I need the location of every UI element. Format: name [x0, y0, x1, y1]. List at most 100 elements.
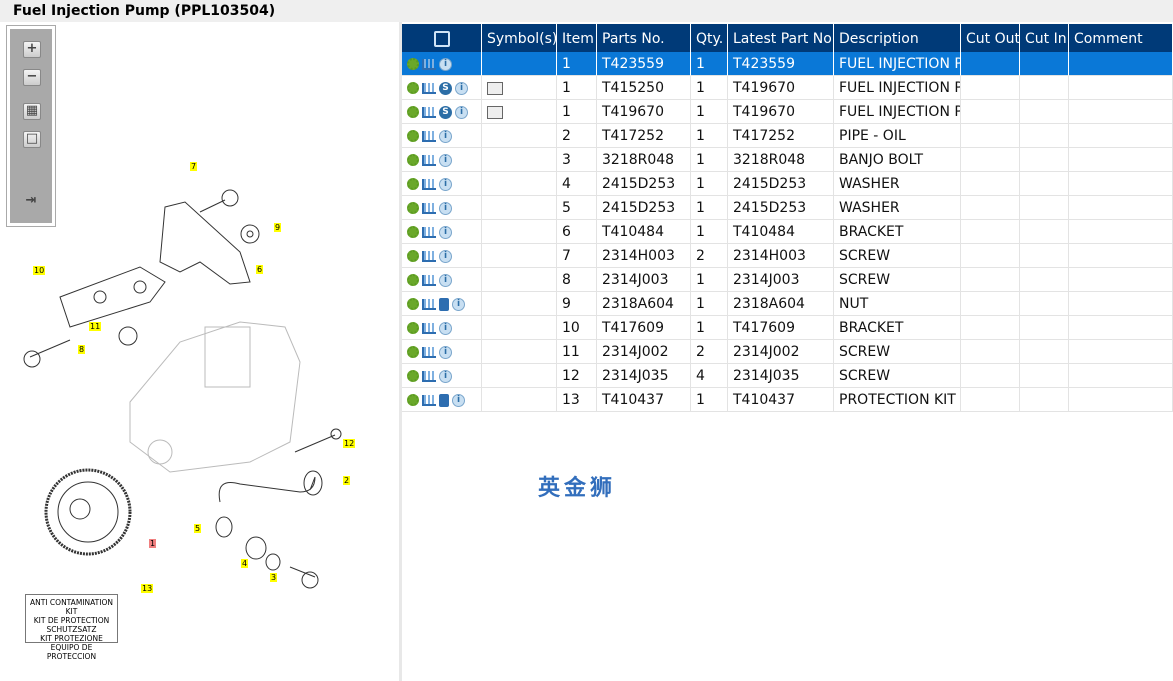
column-header[interactable]: Symbol(s)	[482, 24, 557, 52]
callout-6[interactable]: 6	[256, 265, 264, 274]
info-icon[interactable]: i	[439, 345, 452, 359]
illustration-symbol-icon[interactable]	[487, 81, 503, 95]
supersession-icon[interactable]: S	[439, 105, 452, 119]
column-header[interactable]: Comment	[1069, 24, 1173, 52]
gear-icon[interactable]	[407, 226, 419, 238]
callout-9[interactable]: 9	[274, 223, 282, 232]
info-icon[interactable]: i	[439, 273, 452, 287]
gear-icon[interactable]	[407, 322, 419, 334]
column-header[interactable]: Latest Part No.	[728, 24, 834, 52]
cart-icon[interactable]	[422, 154, 436, 166]
column-header[interactable]: Parts No.	[597, 24, 691, 52]
gear-icon[interactable]	[407, 58, 419, 70]
column-header[interactable]: Item	[557, 24, 597, 52]
table-row[interactable]: i 11 2314J002 2 2314J002 SCREW	[402, 340, 1173, 364]
info-icon[interactable]: i	[452, 393, 465, 407]
illustration-symbol-icon[interactable]	[487, 105, 503, 119]
zoom-in-button[interactable]: +	[23, 41, 41, 58]
diagram-panel[interactable]: 7 9 10 6 11 8 12 2 1 5 4 3 13 ANTI CONTAMINATION KIT…	[0, 22, 400, 681]
book-icon[interactable]	[439, 297, 449, 311]
callout-8[interactable]: 8	[78, 345, 86, 354]
callout-7[interactable]: 7	[190, 162, 198, 171]
gear-icon[interactable]	[407, 130, 419, 142]
info-icon[interactable]: i	[439, 153, 452, 167]
latest-cell: 2415D253	[728, 172, 834, 196]
cart-icon[interactable]	[422, 370, 436, 382]
fit-window-icon[interactable]: □	[23, 131, 41, 148]
table-row[interactable]: i 10 T417609 1 T417609 BRACKET	[402, 316, 1173, 340]
table-row[interactable]: i 7 2314H003 2 2314H003 SCREW	[402, 244, 1173, 268]
callout-5[interactable]: 5	[194, 524, 202, 533]
cart-icon[interactable]	[422, 346, 436, 358]
info-icon[interactable]: i	[439, 57, 452, 71]
cart-icon[interactable]	[422, 130, 436, 142]
export-icon[interactable]: ⇥	[25, 193, 37, 208]
cart-icon[interactable]	[422, 58, 436, 70]
table-row[interactable]: i 4 2415D253 1 2415D253 WASHER	[402, 172, 1173, 196]
gear-icon[interactable]	[407, 298, 419, 310]
table-row[interactable]: i 6 T410484 1 T410484 BRACKET	[402, 220, 1173, 244]
info-icon[interactable]: i	[439, 321, 452, 335]
table-row[interactable]: i 9 2318A604 1 2318A604 NUT	[402, 292, 1173, 316]
panel-splitter[interactable]	[399, 22, 402, 681]
cart-icon[interactable]	[422, 394, 436, 406]
column-header[interactable]: Description	[834, 24, 961, 52]
gear-icon[interactable]	[407, 154, 419, 166]
column-header[interactable]: Qty.	[691, 24, 728, 52]
table-row[interactable]: i 8 2314J003 1 2314J003 SCREW	[402, 268, 1173, 292]
table-row[interactable]: i 3 3218R048 1 3218R048 BANJO BOLT	[402, 148, 1173, 172]
cart-icon[interactable]	[422, 106, 436, 118]
cart-icon[interactable]	[422, 322, 436, 334]
desc-cell: BANJO BOLT	[834, 148, 961, 172]
gear-icon[interactable]	[407, 178, 419, 190]
column-header[interactable]: Cut Out	[961, 24, 1020, 52]
callout-1[interactable]: 1	[149, 539, 157, 548]
info-icon[interactable]: i	[439, 177, 452, 191]
cart-icon[interactable]	[422, 298, 436, 310]
callout-13[interactable]: 13	[141, 584, 154, 593]
gear-icon[interactable]	[407, 106, 419, 118]
cart-icon[interactable]	[422, 178, 436, 190]
cart-icon[interactable]	[422, 202, 436, 214]
callout-11[interactable]: 11	[89, 322, 102, 331]
table-row[interactable]: i 2 T417252 1 T417252 PIPE - OIL	[402, 124, 1173, 148]
callout-2[interactable]: 2	[343, 476, 351, 485]
column-header[interactable]: Cut In	[1020, 24, 1069, 52]
info-icon[interactable]: i	[455, 105, 468, 119]
table-row[interactable]: i 5 2415D253 1 2415D253 WASHER	[402, 196, 1173, 220]
info-icon[interactable]: i	[439, 201, 452, 215]
item-cell: 1	[557, 52, 597, 76]
gear-icon[interactable]	[407, 250, 419, 262]
info-icon[interactable]: i	[439, 249, 452, 263]
gear-icon[interactable]	[407, 370, 419, 382]
gear-icon[interactable]	[407, 346, 419, 358]
symbol-cell	[482, 124, 557, 148]
fit-all-icon[interactable]: ▦	[23, 103, 41, 120]
gear-icon[interactable]	[407, 394, 419, 406]
book-icon[interactable]	[439, 393, 449, 407]
callout-4[interactable]: 4	[241, 559, 249, 568]
cart-icon[interactable]	[422, 226, 436, 238]
cart-icon[interactable]	[422, 250, 436, 262]
zoom-out-button[interactable]: −	[23, 69, 41, 86]
supersession-icon[interactable]: S	[439, 81, 452, 95]
info-icon[interactable]: i	[439, 225, 452, 239]
cart-icon[interactable]	[422, 274, 436, 286]
table-row[interactable]: i 13 T410437 1 T410437 PROTECTION KIT	[402, 388, 1173, 412]
info-icon[interactable]: i	[439, 129, 452, 143]
callout-10[interactable]: 10	[33, 266, 46, 275]
header-search-icon[interactable]	[402, 24, 482, 52]
info-icon[interactable]: i	[455, 81, 468, 95]
info-icon[interactable]: i	[439, 369, 452, 383]
gear-icon[interactable]	[407, 274, 419, 286]
gear-icon[interactable]	[407, 202, 419, 214]
info-icon[interactable]: i	[452, 297, 465, 311]
cart-icon[interactable]	[422, 82, 436, 94]
table-row[interactable]: i 12 2314J035 4 2314J035 SCREW	[402, 364, 1173, 388]
gear-icon[interactable]	[407, 82, 419, 94]
callout-3[interactable]: 3	[270, 573, 278, 582]
callout-12[interactable]: 12	[343, 439, 356, 448]
